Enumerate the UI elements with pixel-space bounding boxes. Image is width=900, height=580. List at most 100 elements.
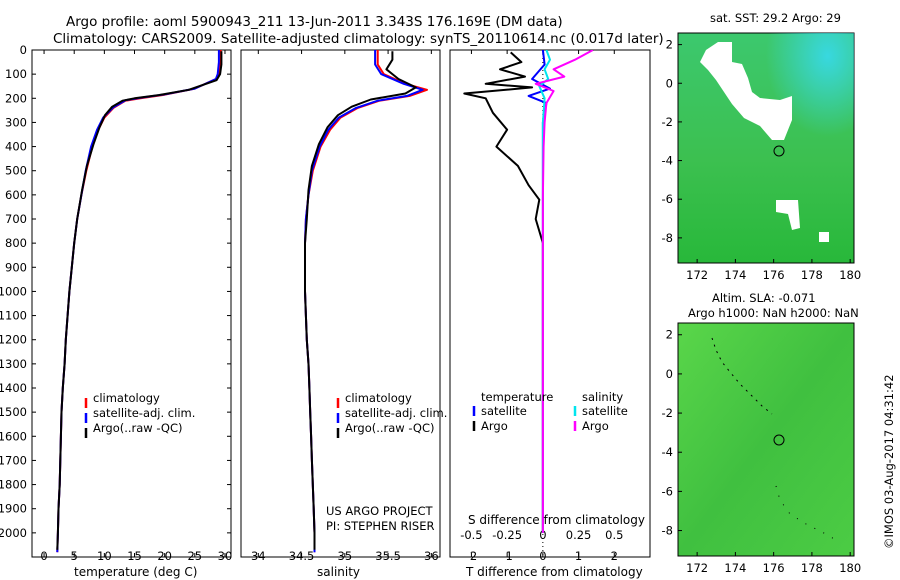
salinity-legend-satellite: satellite-adj. clim. xyxy=(345,406,447,420)
sst-map-title: sat. SST: 29.2 Argo: 29 xyxy=(710,11,841,25)
temperature-x-tick-label: 15 xyxy=(127,549,142,563)
sla-map-title-line1: Altim. SLA: -0.071 xyxy=(712,291,816,305)
depth-tick-label: 1200 xyxy=(0,333,27,347)
temperature-x-tick-label: 30 xyxy=(218,549,233,563)
depth-tick-label: 1500 xyxy=(0,405,27,419)
map-y-tick-label: -6 xyxy=(662,484,673,498)
temperature-axis-label: temperature (deg C) xyxy=(74,565,197,579)
map-y-tick-label: -2 xyxy=(662,406,673,420)
depth-tick-label: 700 xyxy=(5,212,27,226)
difference-x-tick-label: 2 xyxy=(611,549,618,563)
map-x-tick-label: 180 xyxy=(839,561,861,575)
depth-tick-label: 1400 xyxy=(0,381,27,395)
depth-tick-label: 800 xyxy=(5,236,27,250)
temperature-lines xyxy=(56,50,223,553)
difference-axes xyxy=(449,49,651,558)
difference-legend-sal-satellite: satellite xyxy=(582,404,628,418)
sst-map-warm-patch xyxy=(678,33,854,263)
difference-x-tick-label: -1 xyxy=(501,549,512,563)
temperature-x-tick-label: 5 xyxy=(71,549,78,563)
project-name: US ARGO PROJECT xyxy=(326,504,434,518)
salinity-x-tick-label: 35 xyxy=(338,549,353,563)
depth-tick-label: 0 xyxy=(20,43,27,57)
temperature-x-tick-label: 20 xyxy=(157,549,172,563)
map-x-tick-label: 172 xyxy=(686,561,708,575)
depth-tick-label: 2000 xyxy=(0,526,27,540)
salinity-lines xyxy=(304,50,428,553)
depth-tick-label: 400 xyxy=(5,140,27,154)
map-x-tick-label: 178 xyxy=(801,268,823,282)
difference-axis-label-bottom: T difference from climatology xyxy=(465,565,643,579)
sst-map-cloud-mask-2 xyxy=(776,200,800,230)
map-x-tick-label: 176 xyxy=(763,268,785,282)
temperature-x-tick-label: 10 xyxy=(97,549,112,563)
temperature-panel: 0100200300400500600700800900100011001200… xyxy=(0,43,650,579)
difference-s-tick-label: -0.5 xyxy=(460,528,482,542)
temperature-legend-satellite: satellite-adj. clim. xyxy=(93,406,195,420)
map-y-tick-label: -8 xyxy=(662,524,673,538)
temperature-x-tick-label: 25 xyxy=(187,549,202,563)
depth-tick-label: 500 xyxy=(5,164,27,178)
sla-map-argo-marker xyxy=(773,434,785,446)
salinity-x-axis: 34 34.5 35 35.5 36 xyxy=(251,50,439,563)
map-x-tick-label: 178 xyxy=(801,561,823,575)
difference-legend-sal-argo: Argo xyxy=(582,419,609,433)
salinity-x-tick-label: 34.5 xyxy=(289,549,315,563)
depth-tick-label: 600 xyxy=(5,188,27,202)
depth-tick-label: 1800 xyxy=(0,478,27,492)
sla-map-contour xyxy=(711,337,773,415)
figure-title-line1: Argo profile: aoml 5900943_211 13-Jun-20… xyxy=(66,14,563,30)
difference-legend-temp-satellite: satellite xyxy=(481,404,527,418)
map-y-tick-label: -4 xyxy=(662,154,673,168)
depth-tick-label: 1700 xyxy=(0,453,27,467)
difference-x-tick-label: 0 xyxy=(539,549,546,563)
sla-map-panel: Altim. SLA: -0.071 Argo h1000: NaN h2000… xyxy=(662,291,862,575)
map-y-tick-label: -6 xyxy=(662,192,673,206)
difference-x-tick-label: -2 xyxy=(466,549,477,563)
figure-title-line2: Climatology: CARS2009. Satellite-adjuste… xyxy=(53,31,664,47)
salinity-axis-label: salinity xyxy=(317,565,360,579)
depth-tick-label: 100 xyxy=(5,67,27,81)
map-x-tick-label: 174 xyxy=(724,561,746,575)
difference-s-tick-label: 0.25 xyxy=(566,528,592,542)
temperature-axes xyxy=(31,49,232,558)
map-y-tick-label: 0 xyxy=(666,76,673,90)
map-x-tick-label: 172 xyxy=(686,268,708,282)
difference-series-salinity-argo xyxy=(534,50,594,533)
sst-map-cloud-mask-3 xyxy=(819,232,829,242)
difference-axis-label-top: S difference from climatology xyxy=(468,513,645,527)
sst-map-axes: 172 174 176 178 180 2 0 -2 -4 -6 -8 xyxy=(662,38,862,282)
sla-map-field xyxy=(677,322,855,557)
depth-tick-label: 1300 xyxy=(0,357,27,371)
map-y-tick-label: 2 xyxy=(666,38,673,52)
map-y-tick-label: 2 xyxy=(666,328,673,342)
map-y-tick-label: -4 xyxy=(662,445,673,459)
difference-s-tick-label: -0.25 xyxy=(492,528,522,542)
difference-lines xyxy=(463,50,594,533)
map-y-tick-label: 0 xyxy=(666,367,673,381)
depth-tick-label: 900 xyxy=(5,260,27,274)
temperature-x-axis: 0 5 10 15 20 25 30 xyxy=(40,50,232,563)
project-pi: PI: STEPHEN RISER xyxy=(326,519,435,533)
temperature-series-argo-raw-qc xyxy=(56,51,223,550)
sst-map-argo-marker xyxy=(773,145,785,157)
map-x-tick-label: 180 xyxy=(839,268,861,282)
depth-tick-label: 200 xyxy=(5,91,27,105)
map-y-tick-label: -2 xyxy=(662,115,673,129)
temperature-legend: climatology satellite-adj. clim. Argo(..… xyxy=(84,391,195,438)
salinity-legend: climatology satellite-adj. clim. Argo(..… xyxy=(336,391,447,438)
map-x-tick-label: 174 xyxy=(724,268,746,282)
depth-tick-label: 1900 xyxy=(0,502,27,516)
sla-map-title-line2: Argo h1000: NaN h2000: NaN xyxy=(688,306,859,320)
temperature-legend-climatology: climatology xyxy=(93,391,160,405)
depth-tick-label: 300 xyxy=(5,115,27,129)
salinity-axes xyxy=(240,49,441,558)
difference-legend-temperature-title: temperature xyxy=(481,390,553,404)
sst-map-cloud-mask xyxy=(700,42,792,140)
salinity-x-tick-label: 35.5 xyxy=(375,549,401,563)
depth-tick-label: 1000 xyxy=(0,284,27,298)
depth-tick-label: 1600 xyxy=(0,429,27,443)
salinity-legend-argo: Argo(..raw -QC) xyxy=(345,421,435,435)
